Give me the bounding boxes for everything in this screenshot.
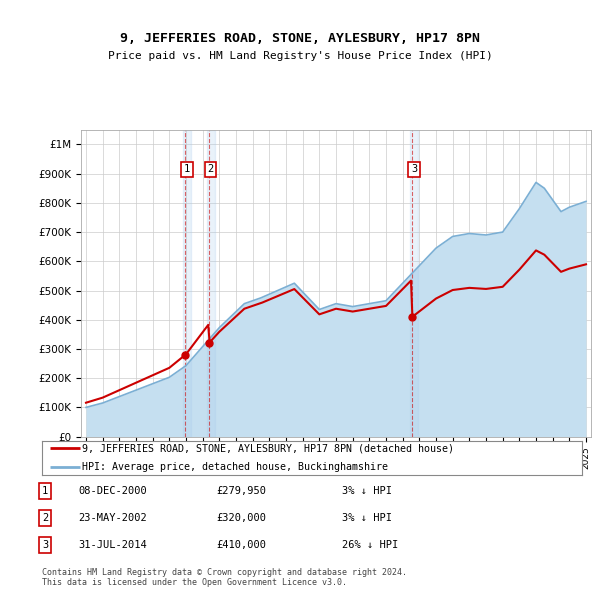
Bar xyxy=(183,130,191,437)
Text: 3: 3 xyxy=(411,164,417,174)
Text: 26% ↓ HPI: 26% ↓ HPI xyxy=(342,540,398,550)
Text: 1: 1 xyxy=(184,164,190,174)
Text: 2: 2 xyxy=(208,164,214,174)
Text: 23-MAY-2002: 23-MAY-2002 xyxy=(78,513,147,523)
Bar xyxy=(206,130,215,437)
Text: £410,000: £410,000 xyxy=(216,540,266,550)
Text: 31-JUL-2014: 31-JUL-2014 xyxy=(78,540,147,550)
Text: 08-DEC-2000: 08-DEC-2000 xyxy=(78,486,147,496)
Text: 9, JEFFERIES ROAD, STONE, AYLESBURY, HP17 8PN (detached house): 9, JEFFERIES ROAD, STONE, AYLESBURY, HP1… xyxy=(83,443,455,453)
Text: 1: 1 xyxy=(42,486,48,496)
Text: Contains HM Land Registry data © Crown copyright and database right 2024.
This d: Contains HM Land Registry data © Crown c… xyxy=(42,568,407,587)
Text: Price paid vs. HM Land Registry's House Price Index (HPI): Price paid vs. HM Land Registry's House … xyxy=(107,51,493,61)
Text: 3% ↓ HPI: 3% ↓ HPI xyxy=(342,486,392,496)
Text: 3: 3 xyxy=(42,540,48,550)
Bar xyxy=(410,130,418,437)
Text: £320,000: £320,000 xyxy=(216,513,266,523)
Text: 3% ↓ HPI: 3% ↓ HPI xyxy=(342,513,392,523)
Text: 9, JEFFERIES ROAD, STONE, AYLESBURY, HP17 8PN: 9, JEFFERIES ROAD, STONE, AYLESBURY, HP1… xyxy=(120,32,480,45)
Text: 2: 2 xyxy=(42,513,48,523)
Text: £279,950: £279,950 xyxy=(216,486,266,496)
Text: HPI: Average price, detached house, Buckinghamshire: HPI: Average price, detached house, Buck… xyxy=(83,463,389,473)
